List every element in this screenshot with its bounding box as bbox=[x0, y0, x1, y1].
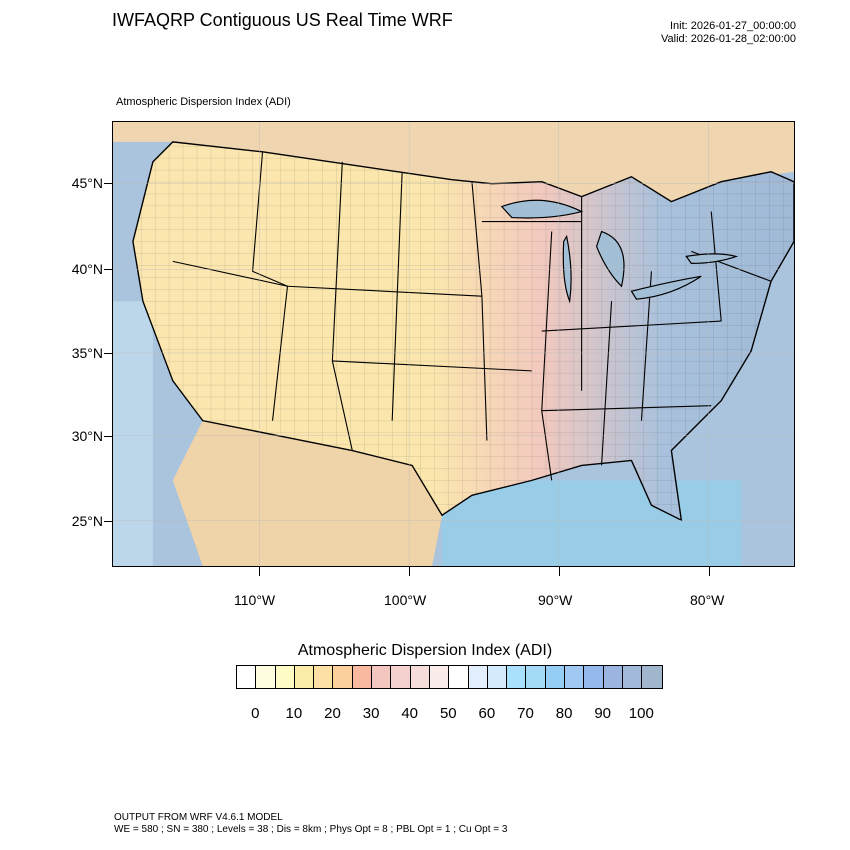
model-version: OUTPUT FROM WRF V4.6.1 MODEL bbox=[114, 812, 283, 823]
valid-time: Valid: 2026-01-28_02:00:00 bbox=[661, 33, 796, 45]
lat-tick bbox=[104, 269, 112, 270]
colorbar bbox=[236, 665, 663, 689]
colorbar-label: 20 bbox=[324, 705, 341, 722]
colorbar-swatch bbox=[468, 666, 488, 688]
colorbar-swatch bbox=[603, 666, 623, 688]
colorbar-swatch bbox=[642, 666, 662, 688]
colorbar-swatch bbox=[314, 666, 334, 688]
colorbar-swatch bbox=[275, 666, 295, 688]
colorbar-swatch bbox=[410, 666, 430, 688]
colorbar-label: 90 bbox=[594, 705, 612, 722]
canada-area bbox=[113, 122, 794, 202]
model-info: OUTPUT FROM WRF V4.6.1 MODEL WE = 580 ; … bbox=[114, 812, 507, 836]
time-info: Init: 2026-01-27_00:00:00 Valid: 2026-01… bbox=[661, 20, 796, 46]
colorbar-label: 60 bbox=[478, 705, 496, 722]
lon-tick bbox=[259, 567, 260, 576]
lat-label-30: 30°N bbox=[71, 428, 103, 444]
colorbar-title: Atmospheric Dispersion Index (ADI) bbox=[297, 642, 553, 659]
colorbar-swatch bbox=[237, 666, 257, 688]
lon-label-90w: 90°W bbox=[538, 592, 573, 608]
lon-label-80w: 80°W bbox=[690, 592, 725, 608]
init-time: Init: 2026-01-27_00:00:00 bbox=[670, 20, 796, 32]
map-subtitle: Atmospheric Dispersion Index (ADI) bbox=[116, 96, 291, 108]
lat-tick bbox=[104, 521, 112, 522]
colorbar-swatch bbox=[526, 666, 546, 688]
state-boundaries bbox=[172, 151, 772, 481]
colorbar-label: 100 bbox=[628, 705, 654, 722]
lon-tick bbox=[709, 567, 710, 576]
great-lakes bbox=[500, 199, 739, 304]
lat-label-25: 25°N bbox=[71, 513, 103, 529]
lat-tick bbox=[104, 353, 112, 354]
plot-title: IWFAQRP Contiguous US Real Time WRF bbox=[112, 10, 453, 30]
lon-tick bbox=[559, 567, 560, 576]
county-lines bbox=[132, 141, 794, 521]
lat-label-45: 45°N bbox=[71, 175, 103, 191]
model-config: WE = 580 ; SN = 380 ; Levels = 38 ; Dis … bbox=[114, 824, 508, 835]
colorbar-label: 40 bbox=[401, 705, 419, 722]
lat-label-40: 40°N bbox=[71, 261, 103, 277]
colorbar-label: 80 bbox=[555, 705, 573, 722]
lat-label-35: 35°N bbox=[71, 345, 103, 361]
colorbar-swatch bbox=[372, 666, 392, 688]
mexico-area bbox=[172, 420, 443, 566]
graticule bbox=[113, 122, 794, 566]
colorbar-swatch bbox=[256, 666, 276, 688]
colorbar-swatch bbox=[352, 666, 373, 688]
colorbar-swatch bbox=[507, 666, 527, 688]
colorbar-swatch bbox=[545, 666, 566, 688]
lat-tick bbox=[104, 436, 112, 437]
lon-tick bbox=[409, 567, 410, 576]
colorbar-swatch bbox=[429, 666, 450, 688]
lon-label-110w: 110°W bbox=[234, 592, 276, 608]
colorbar-label: 70 bbox=[517, 705, 534, 722]
gulf-area bbox=[442, 480, 742, 566]
pacific-area bbox=[113, 301, 153, 566]
lat-tick bbox=[104, 183, 112, 184]
colorbar-label: 10 bbox=[285, 705, 303, 722]
colorbar-swatch bbox=[333, 666, 353, 688]
adi-map bbox=[112, 121, 795, 567]
colorbar-label: 30 bbox=[362, 705, 380, 722]
lon-label-100w: 100°W bbox=[384, 592, 427, 608]
colorbar-swatch bbox=[487, 666, 508, 688]
colorbar-swatch bbox=[449, 666, 469, 688]
colorbar-swatch bbox=[622, 666, 643, 688]
colorbar-swatch bbox=[584, 666, 604, 688]
colorbar-label: 0 bbox=[251, 705, 260, 722]
colorbar-swatch bbox=[565, 666, 585, 688]
colorbar-swatch bbox=[391, 666, 411, 688]
colorbar-label: 50 bbox=[439, 705, 457, 722]
colorbar-swatch bbox=[294, 666, 315, 688]
